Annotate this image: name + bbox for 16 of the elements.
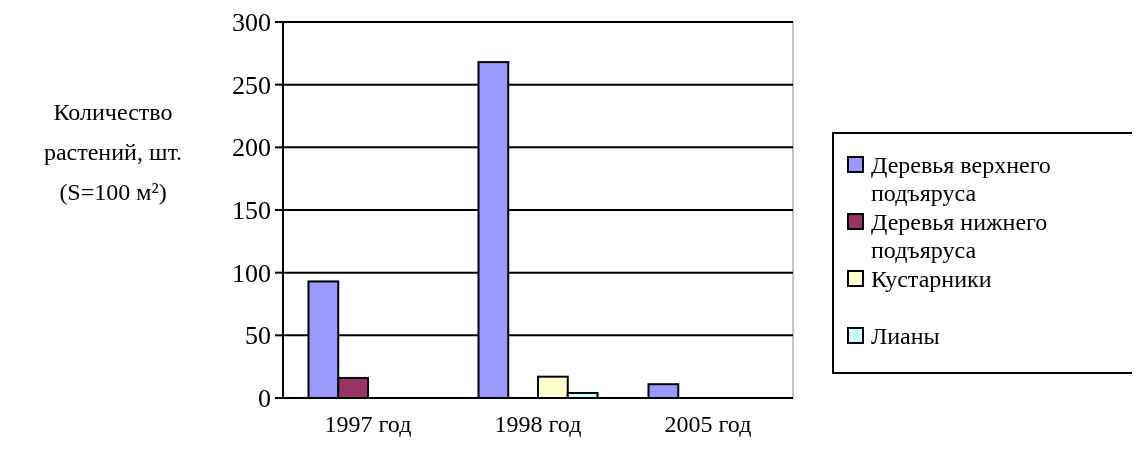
- x-tick-label: 2005 год: [664, 411, 752, 437]
- y-tick-label: 50: [245, 321, 271, 351]
- legend-label: Деревья нижнего подъяруса: [871, 209, 1048, 263]
- legend-label: Лианы: [871, 323, 940, 349]
- legend-label: Деревья верхнего подъяруса: [871, 152, 1051, 206]
- y-axis-title: Количество растений, шт. (S=100 м²): [43, 99, 183, 205]
- y-tick-label: 200: [232, 133, 271, 163]
- y-tick-label: 150: [232, 196, 271, 226]
- y-tick-label: 100: [232, 258, 271, 288]
- x-tick-label: 1998 год: [494, 411, 582, 437]
- legend-label: Кустарники: [871, 266, 992, 292]
- x-tick-label: 1997 год: [324, 411, 412, 437]
- y-tick-label: 300: [232, 8, 271, 38]
- y-tick-label: 250: [232, 70, 271, 100]
- bar: [647, 383, 680, 399]
- y-tick-label: 0: [258, 384, 271, 414]
